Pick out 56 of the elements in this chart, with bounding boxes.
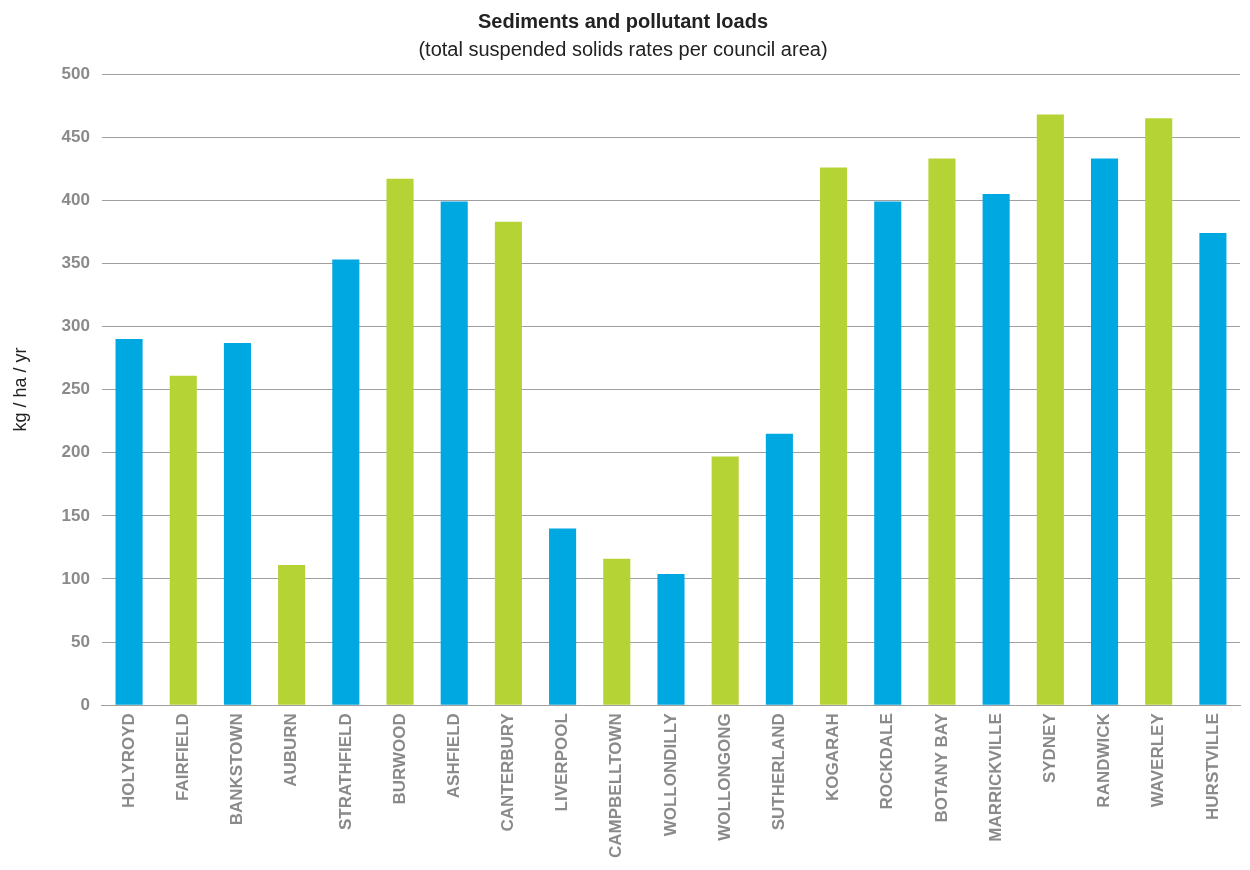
x-tick-label: BOTANY BAY [931, 712, 951, 823]
bar [386, 178, 414, 705]
bar [169, 375, 197, 705]
x-tick-label: BANKSTOWN [227, 713, 247, 826]
bar [1199, 233, 1227, 705]
x-tick-label: WOLLONGONG [714, 713, 734, 841]
bar [115, 339, 143, 705]
y-tick-label: 150 [61, 505, 90, 525]
x-tick-label: KOGARAH [823, 713, 843, 802]
x-tick-label: RANDWICK [1094, 712, 1114, 808]
y-tick-label: 350 [61, 253, 90, 273]
y-tick-label: 400 [61, 189, 90, 209]
x-tick-label: ROCKDALE [877, 713, 897, 810]
y-axis-title: kg / ha / yr [9, 347, 30, 432]
chart-subtitle: (total suspended solids rates per council area) [418, 37, 828, 60]
bar [1090, 158, 1119, 705]
bar [982, 193, 1010, 705]
bar [820, 167, 848, 705]
x-tick-label: BURWOOD [389, 713, 409, 805]
bar [657, 573, 685, 705]
bar [874, 201, 902, 705]
bar [332, 259, 360, 705]
x-tick-label: AUBURN [281, 713, 301, 787]
bar [440, 201, 468, 705]
y-tick-label: 500 [61, 63, 90, 83]
bar [928, 158, 956, 705]
bar [711, 456, 739, 705]
y-tick-label: 250 [61, 379, 90, 399]
x-tick-label: SYDNEY [1040, 712, 1060, 784]
y-tick-label: 200 [61, 442, 90, 462]
x-tick-label: MARRICKVILLE [985, 713, 1005, 842]
x-tick-label: HOLYROYD [118, 713, 138, 808]
bar [223, 342, 251, 705]
x-tick-label: CAMPBELLTOWN [606, 713, 626, 859]
bar [603, 558, 631, 705]
bar [765, 433, 793, 705]
y-tick-label: 300 [61, 316, 90, 336]
x-tick-label: WOLLONDILLY [660, 712, 680, 837]
x-tick-label: CANTERBURY [498, 712, 518, 832]
y-tick-label: 50 [71, 631, 90, 651]
x-tick-label: FAIRFIELD [172, 713, 192, 802]
bar [278, 565, 306, 705]
x-tick-label: WAVERLEY [1148, 712, 1168, 808]
bar [1036, 114, 1064, 705]
x-tick-label: HURSTVILLE [1202, 713, 1222, 820]
bar [549, 528, 577, 705]
bar [1145, 118, 1173, 705]
y-tick-label: 450 [61, 126, 90, 146]
x-tick-label: ASHFIELD [443, 713, 463, 799]
y-tick-label: 100 [61, 568, 90, 588]
y-tick-label: 0 [80, 694, 90, 714]
bar [494, 221, 522, 705]
chart-title: Sediments and pollutant loads [477, 9, 769, 32]
x-tick-label: SUTHERLAND [769, 713, 789, 831]
x-tick-label: LIVERPOOL [552, 713, 572, 812]
x-tick-label: STRATHFIELD [335, 713, 355, 830]
